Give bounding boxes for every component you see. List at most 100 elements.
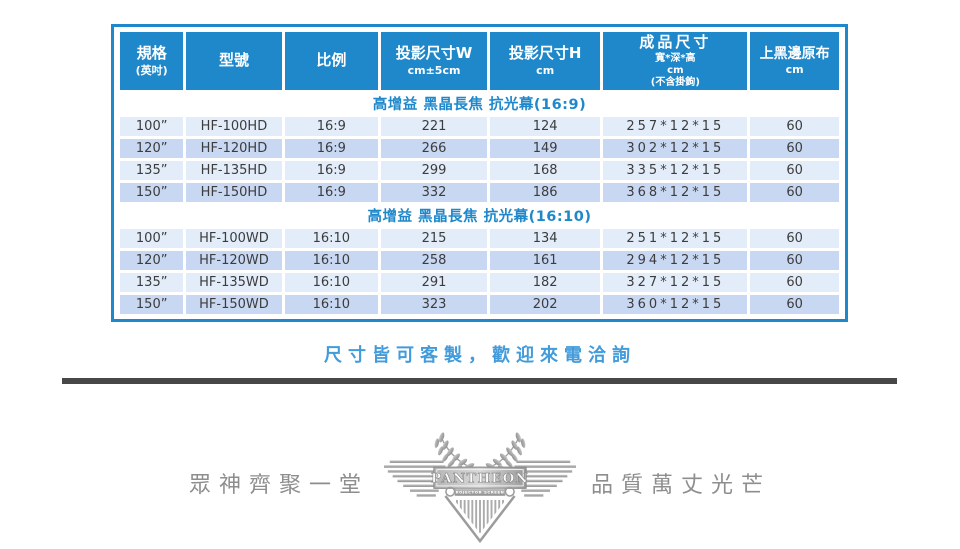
table-row: 135” HF-135HD 16:9 299 168 335*12*15 60 [120, 161, 839, 180]
cell: 258 [381, 251, 487, 270]
cell: 60 [750, 251, 839, 270]
cell: 368*12*15 [603, 183, 748, 202]
cell: 150” [120, 295, 184, 314]
table-row: 100” HF-100HD 16:9 221 124 257*12*15 60 [120, 117, 839, 136]
cell: 182 [489, 273, 601, 292]
brand-slogan-left: 眾神齊聚一堂 [188, 473, 369, 498]
cell: 16:10 [284, 273, 379, 292]
cell: 335*12*15 [603, 161, 748, 180]
cell: 100” [120, 229, 184, 248]
col-header-unit: cm [667, 64, 684, 76]
table-row: 100” HF-100WD 16:10 215 134 251*12*15 60 [120, 229, 839, 248]
cell: 60 [750, 229, 839, 248]
brand-slogan-right: 品質萬丈光芒 [591, 473, 772, 498]
table-row: 120” HF-120WD 16:10 258 161 294*12*15 60 [120, 251, 839, 270]
cell: HF-135HD [186, 161, 282, 180]
scroll-right-icon [504, 486, 515, 497]
col-header-model: 型號 [186, 32, 282, 90]
cell: HF-120WD [186, 251, 282, 270]
col-header-label: 上黑邊原布 [759, 46, 830, 63]
cell: HF-100HD [186, 117, 282, 136]
col-header-dims: 寬*深*高 [655, 52, 696, 64]
cell: 168 [489, 161, 601, 180]
col-header-spec: 規格 (英吋) [120, 32, 184, 90]
section-title-row: 高增益 黑晶長焦 抗光幕(16:9) [120, 93, 839, 114]
cell: 16:10 [284, 295, 379, 314]
scroll-left-icon [445, 486, 456, 497]
cell: 251*12*15 [603, 229, 748, 248]
cell: 16:9 [284, 183, 379, 202]
customization-tagline: 尺寸皆可客製，歡迎來電洽詢 [324, 345, 636, 366]
col-header-proj-height: 投影尺寸H cm [489, 32, 601, 90]
logo-title: PANTHEON [431, 470, 529, 486]
table-row: 150” HF-150WD 16:10 323 202 360*12*15 60 [120, 295, 839, 314]
cell: 120” [120, 139, 184, 158]
col-header-unit: (英吋) [135, 63, 168, 77]
col-header-unit: cm±5cm [407, 63, 461, 77]
section-title-row: 高增益 黑晶長焦 抗光幕(16:10) [120, 205, 839, 226]
cell: 215 [381, 229, 487, 248]
cell: 16:10 [284, 229, 379, 248]
cell: 302*12*15 [603, 139, 748, 158]
cell: 294*12*15 [603, 251, 748, 270]
section-title: 高增益 黑晶長焦 抗光幕(16:9) [120, 93, 839, 114]
cell: 60 [750, 295, 839, 314]
cell: 60 [750, 117, 839, 136]
spec-table-grid: 規格 (英吋) 型號 比例 投影尺寸W cm±5cm 投影尺寸H cm [117, 29, 842, 317]
spec-table-body: 高增益 黑晶長焦 抗光幕(16:9) 100” HF-100HD 16:9 221 124… [120, 93, 839, 314]
cell: 332 [381, 183, 487, 202]
section-title: 高增益 黑晶長焦 抗光幕(16:10) [120, 205, 839, 226]
logo-subtitle: PROJECTOR SCREENS [452, 489, 508, 494]
brand-footer: 眾神齊聚一堂 [0, 421, 960, 545]
cell: 221 [381, 117, 487, 136]
laurel-wreath-icon [434, 431, 526, 472]
cell: 60 [750, 183, 839, 202]
cell: 60 [750, 139, 839, 158]
cell: 360*12*15 [603, 295, 748, 314]
cell: HF-150WD [186, 295, 282, 314]
cell: 135” [120, 273, 184, 292]
cell: 60 [750, 161, 839, 180]
header-row: 規格 (英吋) 型號 比例 投影尺寸W cm±5cm 投影尺寸H cm [120, 32, 839, 90]
cell: 150” [120, 183, 184, 202]
cell: 135” [120, 161, 184, 180]
col-header-label: 投影尺寸W [395, 44, 473, 63]
col-header-proj-width: 投影尺寸W cm±5cm [381, 32, 487, 90]
cell: 149 [489, 139, 601, 158]
cell: 257*12*15 [603, 117, 748, 136]
col-header-unit: cm [536, 63, 555, 77]
cell: 202 [489, 295, 601, 314]
cell: 186 [489, 183, 601, 202]
cell: HF-100WD [186, 229, 282, 248]
cell: 16:10 [284, 251, 379, 270]
cell: 16:9 [284, 161, 379, 180]
cell: 266 [381, 139, 487, 158]
pantheon-logo: PANTHEON PROJECTOR SCREENS [384, 431, 576, 543]
col-header-finished-size: 成品尺寸 寬*深*高 cm (不含掛鉤) [603, 32, 748, 90]
table-row: 150” HF-150HD 16:9 332 186 368*12*15 60 [120, 183, 839, 202]
spec-table: 規格 (英吋) 型號 比例 投影尺寸W cm±5cm 投影尺寸H cm [111, 24, 848, 322]
col-header-label: 規格 [136, 44, 167, 63]
triangle-icon [444, 494, 516, 543]
col-header-label: 比例 [316, 51, 347, 70]
table-row: 135” HF-135WD 16:10 291 182 327*12*15 60 [120, 273, 839, 292]
col-header-label: 投影尺寸H [508, 44, 582, 63]
cell: 60 [750, 273, 839, 292]
col-header-ratio: 比例 [284, 32, 379, 90]
cell: HF-150HD [186, 183, 282, 202]
divider-bar [62, 378, 897, 384]
col-header-unit: cm [785, 63, 804, 77]
cell: HF-120HD [186, 139, 282, 158]
cell: 16:9 [284, 117, 379, 136]
cell: HF-135WD [186, 273, 282, 292]
cell: 134 [489, 229, 601, 248]
cell: 120” [120, 251, 184, 270]
col-header-note: (不含掛鉤) [650, 76, 700, 88]
col-header-label: 型號 [218, 51, 249, 70]
cell: 327*12*15 [603, 273, 748, 292]
cell: 299 [381, 161, 487, 180]
cell: 124 [489, 117, 601, 136]
cell: 16:9 [284, 139, 379, 158]
wing-left-icon [384, 459, 446, 497]
col-header-label: 成品尺寸 [639, 33, 712, 52]
